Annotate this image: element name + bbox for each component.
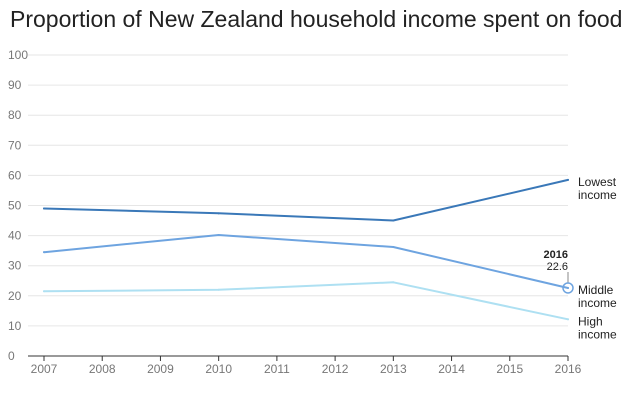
data-point-lowest-income [217,212,220,215]
y-tick-label: 100 [8,48,28,62]
series-label-line: Lowest [578,175,617,189]
data-point-middle-income [567,286,569,289]
x-tick-label: 2009 [147,362,174,376]
annotation-year: 2016 [544,249,568,261]
gridlines [28,54,568,327]
data-point-high-income [217,288,220,291]
x-tick-label: 2010 [205,362,232,376]
data-point-middle-income [392,246,395,249]
series-line-high-income [43,281,569,321]
y-tick-label: 10 [8,319,22,333]
series-label-line: income [578,188,617,202]
y-tick-label: 40 [8,229,22,243]
data-point-high-income [392,281,395,284]
series-label-line: income [578,327,617,341]
x-tick-label: 2007 [31,362,58,376]
y-tick-label: 90 [8,78,22,92]
series-line-middle-income [43,234,569,289]
x-tick-label: 2012 [322,362,349,376]
x-axis: 2007 2008 2009 2010 2011 2012 2013 2014 2015 2016 [28,355,582,376]
data-point-lowest-income [567,178,569,181]
y-tick-label: 60 [8,168,22,182]
series-line-lowest-income [43,178,569,222]
y-tick-label: 30 [8,259,22,273]
series-lines [43,178,569,321]
data-point-middle-income [217,233,220,236]
data-point-middle-income [43,251,45,254]
data-point-high-income [43,290,45,293]
series-label-line: Middle [578,283,614,297]
y-tick-label: 20 [8,289,22,303]
y-tick-label: 0 [8,349,15,363]
y-tick-label: 70 [8,138,22,152]
data-point-lowest-income [392,219,395,222]
annotation-marker [562,282,574,294]
series-label-line: High [578,314,603,328]
y-tick-label: 80 [8,108,22,122]
y-tick-label: 50 [8,199,22,213]
chart-title: Proportion of New Zealand household inco… [10,6,623,32]
x-tick-label: 2016 [555,362,582,376]
data-point-lowest-income [43,207,45,210]
data-point-high-income [567,318,569,321]
x-tick-label: 2014 [438,362,465,376]
series-label-line: income [578,296,617,310]
annotation-value: 22.6 [547,261,568,273]
series-label-high-income: High income [578,314,617,341]
series-label-middle-income: Middle income [578,283,617,310]
series-label-lowest-income: Lowest income [578,175,617,202]
x-tick-label: 2008 [89,362,116,376]
x-tick-label: 2015 [496,362,523,376]
x-tick-label: 2013 [380,362,407,376]
x-tick-label: 2011 [264,362,290,376]
y-axis-ticks: 0 10 20 30 40 50 60 70 80 90 100 [8,48,28,363]
